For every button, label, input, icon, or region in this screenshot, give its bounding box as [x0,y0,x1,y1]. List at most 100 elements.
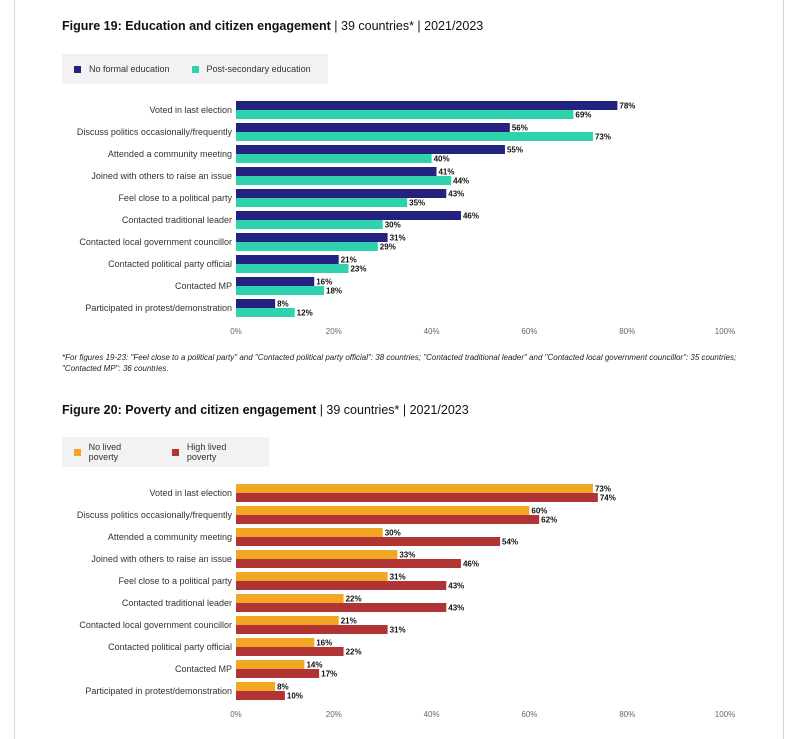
category-label: Discuss politics occasionally/frequently [77,510,233,520]
x-tick-label: 80% [619,327,635,336]
data-label: 21% [341,256,357,265]
data-label: 22% [346,595,362,604]
data-label: 35% [409,199,425,208]
bar-high-lived-poverty [236,581,447,590]
category-label: Voted in last election [149,488,232,498]
data-label: 29% [380,243,396,252]
data-label: 17% [321,670,337,679]
data-label: 55% [507,146,523,155]
legend-swatch [172,448,179,456]
legend-label: Post-secondary education [206,64,311,74]
data-label: 74% [600,494,616,503]
page-frame [14,0,784,739]
bar-no-lived-poverty [236,682,276,691]
data-label: 16% [316,278,332,287]
bar-no-formal-education [236,123,510,132]
bar-high-lived-poverty [236,603,447,612]
category-label: Contacted local government councillor [79,620,232,630]
bar-post-secondary-education [236,110,574,119]
figure-19-legend: No formal education Post-secondary educa… [62,54,328,84]
footnote: *For figures 19-23: "Feel close to a pol… [62,353,737,373]
figure-20-bar-chart: Voted in last election 73%74% Discuss poli… [77,484,735,719]
bar-no-lived-poverty [236,550,398,559]
data-label: 31% [390,234,406,243]
bar-no-formal-education [236,233,388,242]
bar-high-lived-poverty [236,537,501,546]
bar-no-formal-education [236,299,276,308]
bar-no-lived-poverty [236,594,344,603]
data-label: 78% [619,102,635,111]
legend-swatch [74,65,81,73]
data-label: 73% [595,133,611,142]
legend-item-post-secondary-education: Post-secondary education [191,64,311,74]
data-label: 30% [385,221,401,230]
category-label: Joined with others to raise an issue [91,171,232,181]
category-label: Participated in protest/demonstration [85,686,232,696]
data-label: 46% [463,212,479,221]
data-label: 43% [448,604,464,613]
category-label: Contacted political party official [108,259,232,269]
category-label: Discuss politics occasionally/frequently [77,127,233,137]
category-label: Contacted local government councillor [79,237,232,247]
category-label: Contacted MP [175,664,232,674]
x-tick-label: 20% [326,710,342,719]
data-label: 40% [434,155,450,164]
bar-no-formal-education [236,101,618,110]
data-label: 23% [350,265,366,274]
data-label: 10% [287,692,303,701]
category-label: Participated in protest/demonstration [85,303,232,313]
legend-item-high-lived-poverty: High lived poverty [172,442,255,462]
category-label: Feel close to a political party [118,193,232,203]
bar-no-formal-education [236,277,315,286]
category-label: Joined with others to raise an issue [91,554,232,564]
data-label: 41% [438,168,454,177]
data-label: 14% [306,661,322,670]
x-tick-label: 100% [715,710,735,719]
bar-no-lived-poverty [236,616,339,625]
figure-19-title: Figure 19: Education and citizen engagem… [62,19,484,33]
data-label: 56% [512,124,528,133]
category-label: Attended a community meeting [108,149,232,159]
bar-no-lived-poverty [236,528,383,537]
bar-no-lived-poverty [236,484,593,493]
bar-post-secondary-education [236,176,452,185]
data-label: 62% [541,516,557,525]
legend-swatch [74,448,81,456]
bar-no-formal-education [236,255,339,264]
bar-post-secondary-education [236,198,408,207]
legend-item-no-lived-poverty: No lived poverty [74,442,150,462]
bar-no-formal-education [236,189,447,198]
category-label: Contacted traditional leader [122,215,232,225]
data-label: 18% [326,287,342,296]
bar-no-lived-poverty [236,638,315,647]
category-label: Feel close to a political party [118,576,232,586]
bar-post-secondary-education [236,308,295,317]
bar-high-lived-poverty [236,691,285,700]
figure-20-legend: No lived poverty High lived poverty [62,437,269,467]
data-label: 31% [390,573,406,582]
data-label: 8% [277,300,289,309]
x-tick-label: 60% [521,710,537,719]
bar-post-secondary-education [236,286,325,295]
bar-post-secondary-education [236,242,378,251]
data-label: 12% [297,309,313,318]
data-label: 16% [316,639,332,648]
category-label: Attended a community meeting [108,532,232,542]
data-label: 44% [453,177,469,186]
bar-no-formal-education [236,167,437,176]
bar-no-formal-education [236,145,505,154]
x-tick-label: 100% [715,327,735,336]
figure-19-bar-chart: Voted in last election 78% 69% Discuss poli… [77,101,735,336]
bar-high-lived-poverty [236,493,598,502]
bar-post-secondary-education [236,220,383,229]
category-label: Voted in last election [149,105,232,115]
bar-high-lived-poverty [236,625,388,634]
bar-high-lived-poverty [236,647,344,656]
bar-no-lived-poverty [236,660,305,669]
bar-no-lived-poverty [236,506,530,515]
bar-high-lived-poverty [236,515,540,524]
bar-high-lived-poverty [236,559,461,568]
data-label: 60% [531,507,547,516]
bar-no-formal-education [236,211,461,220]
bar-post-secondary-education [236,154,432,163]
